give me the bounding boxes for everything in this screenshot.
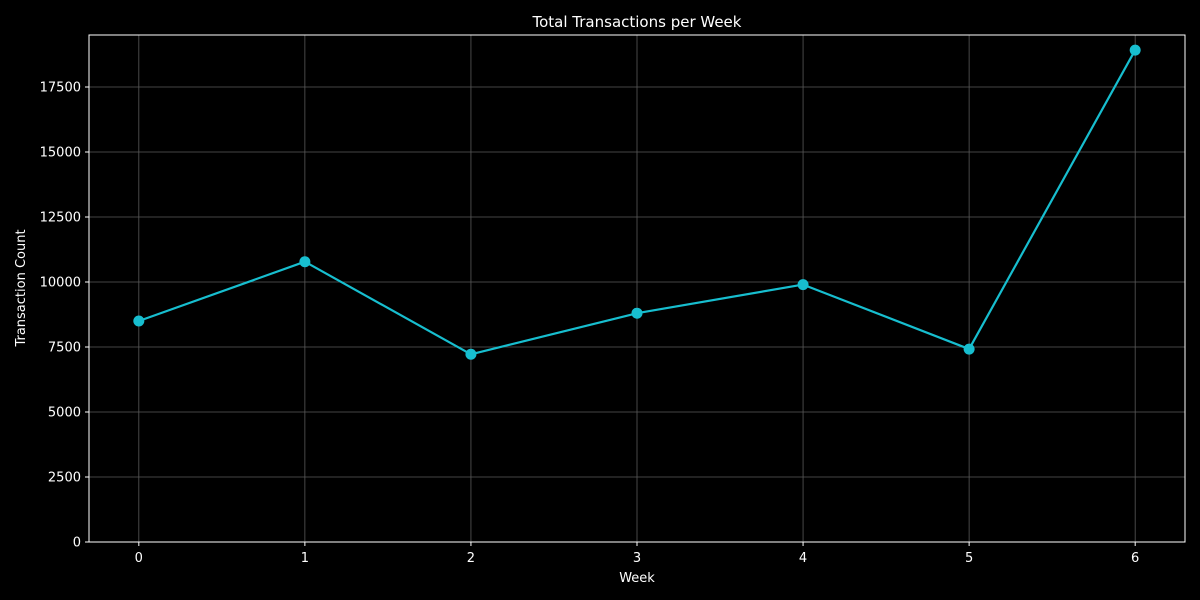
- x-tick-label: 6: [1131, 551, 1139, 566]
- data-point: [465, 348, 477, 360]
- data-point: [1129, 44, 1141, 56]
- y-tick-label: 0: [73, 536, 81, 551]
- y-tick-label: 10000: [40, 276, 81, 291]
- y-tick-label: 17500: [40, 81, 81, 96]
- x-axis-label: Week: [619, 571, 655, 586]
- data-point: [631, 307, 643, 319]
- y-axis-label: Transaction Count: [14, 229, 29, 347]
- y-tick-label: 15000: [40, 146, 81, 161]
- grid: [89, 35, 1185, 543]
- series-layer: [133, 44, 1141, 360]
- data-point: [963, 343, 975, 355]
- y-tick-label: 12500: [40, 211, 81, 226]
- ticks: 0 1 2 3 4 5 6 0 2500 5000 7500 10000 12500 15000 17500: [40, 81, 1140, 567]
- x-tick-label: 2: [467, 551, 475, 566]
- x-tick-label: 4: [799, 551, 807, 566]
- x-tick-label: 5: [965, 551, 973, 566]
- data-point: [797, 279, 809, 291]
- y-tick-label: 7500: [48, 341, 81, 356]
- chart-title: Total Transactions per Week: [532, 13, 742, 31]
- x-tick-label: 0: [135, 551, 143, 566]
- x-tick-label: 3: [633, 551, 641, 566]
- y-tick-label: 5000: [48, 406, 81, 421]
- x-tick-label: 1: [301, 551, 309, 566]
- data-point: [299, 256, 311, 268]
- data-point: [133, 315, 145, 327]
- y-tick-label: 2500: [48, 471, 81, 486]
